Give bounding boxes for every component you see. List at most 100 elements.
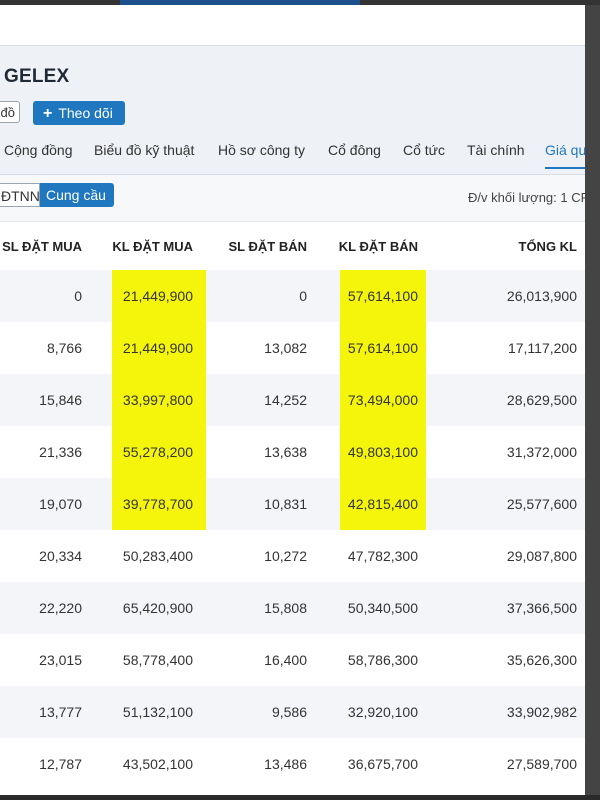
browser-top-bar: [0, 0, 600, 5]
col-header-sell-volume[interactable]: KL ĐẶT BÁN: [314, 222, 428, 270]
cell-sell-orders: 15,808: [206, 582, 314, 634]
tab-shareholders[interactable]: Cổ đông: [328, 142, 381, 158]
browser-tab-strip: [120, 0, 360, 5]
cell-total-volume: 29,087,800: [428, 530, 585, 582]
col-header-buy-orders[interactable]: SL ĐẶT MUA: [0, 222, 86, 270]
cell-buy-volume: 39,778,700: [86, 478, 206, 530]
table-header-row: SL ĐẶT MUA KL ĐẶT MUA SL ĐẶT BÁN KL ĐẶT …: [0, 222, 585, 270]
cell-buy-orders: 15,846: [0, 374, 86, 426]
window-right-edge: [585, 5, 600, 795]
cell-sell-orders: 13,638: [206, 426, 314, 478]
table-row: 20,334 50,283,400 10,272 47,782,300 29,087,8…: [0, 530, 585, 582]
highlighted-value: 73,494,000: [340, 374, 426, 426]
foreign-investor-toggle[interactable]: ĐTNN: [0, 183, 40, 207]
cell-total-volume: 26,013,900: [428, 270, 585, 322]
table-row: 8,766 21,449,900 13,082 57,614,100 17,117,20…: [0, 322, 585, 374]
table-row: 22,220 65,420,900 15,808 50,340,500 37,366,5…: [0, 582, 585, 634]
highlighted-value: 57,614,100: [340, 270, 426, 322]
tab-community[interactable]: Cộng đồng: [4, 142, 73, 158]
cell-buy-volume: 21,449,900: [86, 270, 206, 322]
cell-total-volume: 37,366,500: [428, 582, 585, 634]
table-row: 15,846 33,997,800 14,252 73,494,000 28,629,5…: [0, 374, 585, 426]
cell-buy-volume: 33,997,800: [86, 374, 206, 426]
cell-sell-volume: 32,920,100: [314, 686, 428, 738]
table-body: 0 21,449,900 0 57,614,100 26,013,900 8,766 21,…: [0, 270, 585, 790]
cell-buy-orders: 23,015: [0, 634, 86, 686]
cell-total-volume: 35,626,300: [428, 634, 585, 686]
cell-total-volume: 33,902,982: [428, 686, 585, 738]
cell-buy-orders: 20,334: [0, 530, 86, 582]
col-header-sell-orders[interactable]: SL ĐẶT BÁN: [206, 222, 314, 270]
cell-sell-orders: 13,486: [206, 738, 314, 790]
volume-unit-label: Đ/v khối lượng: 1 CP: [468, 190, 585, 205]
col-header-total-volume[interactable]: TỔNG KL: [428, 222, 585, 270]
cell-buy-volume: 43,502,100: [86, 738, 206, 790]
tab-bar: Cộng đồng Biểu đồ kỹ thuật Hồ sơ công ty…: [0, 140, 585, 175]
table-row: 23,015 58,778,400 16,400 58,786,300 35,626,3…: [0, 634, 585, 686]
cell-sell-volume: 58,786,300: [314, 634, 428, 686]
window-bottom-bar: [0, 795, 600, 800]
cell-buy-orders: 13,777: [0, 686, 86, 738]
cell-sell-volume: 36,675,700: [314, 738, 428, 790]
cell-buy-orders: 8,766: [0, 322, 86, 374]
cell-sell-volume: 57,614,100: [314, 270, 428, 322]
table-row: 12,787 43,502,100 13,486 36,675,700 27,589,7…: [0, 738, 585, 790]
highlighted-value: 49,803,100: [340, 426, 426, 478]
cell-buy-orders: 21,336: [0, 426, 86, 478]
supply-demand-toggle[interactable]: Cung cầu: [40, 183, 114, 207]
highlighted-value: 42,815,400: [340, 478, 426, 530]
cell-buy-volume: 65,420,900: [86, 582, 206, 634]
cell-sell-orders: 14,252: [206, 374, 314, 426]
highlighted-value: 33,997,800: [112, 374, 206, 426]
table-row: 0 21,449,900 0 57,614,100 26,013,900: [0, 270, 585, 322]
cell-sell-volume: 50,340,500: [314, 582, 428, 634]
cell-sell-orders: 9,586: [206, 686, 314, 738]
table-row: 19,070 39,778,700 10,831 42,815,400 25,577,6…: [0, 478, 585, 530]
cell-total-volume: 25,577,600: [428, 478, 585, 530]
tab-price-history[interactable]: Giá quá k: [545, 142, 585, 169]
highlighted-value: 21,449,900: [112, 322, 206, 374]
follow-button-label: Theo dõi: [58, 105, 113, 121]
cell-buy-orders: 22,220: [0, 582, 86, 634]
cell-sell-orders: 10,272: [206, 530, 314, 582]
cell-sell-orders: 0: [206, 270, 314, 322]
stock-panel: GELEX đồ + Theo dõi Cộng đồng Biểu đồ kỹ …: [0, 5, 585, 795]
cell-sell-orders: 16,400: [206, 634, 314, 686]
cell-buy-volume: 50,283,400: [86, 530, 206, 582]
cell-buy-orders: 0: [0, 270, 86, 322]
cell-sell-orders: 13,082: [206, 322, 314, 374]
active-tab-indicator: [545, 167, 585, 169]
table-row: 13,777 51,132,100 9,586 32,920,100 33,902,98…: [0, 686, 585, 738]
cell-sell-volume: 49,803,100: [314, 426, 428, 478]
cell-buy-orders: 19,070: [0, 478, 86, 530]
tab-price-history-label: Giá quá k: [545, 142, 585, 158]
highlighted-value: 57,614,100: [340, 322, 426, 374]
plus-icon: +: [43, 105, 53, 122]
tab-company-profile[interactable]: Hồ sơ công ty: [218, 142, 305, 158]
cell-buy-volume: 58,778,400: [86, 634, 206, 686]
cell-buy-orders: 12,787: [0, 738, 86, 790]
cell-total-volume: 27,589,700: [428, 738, 585, 790]
follow-button[interactable]: + Theo dõi: [33, 101, 125, 125]
stock-header: GELEX đồ + Theo dõi: [0, 45, 585, 141]
highlighted-value: 55,278,200: [112, 426, 206, 478]
cell-total-volume: 31,372,000: [428, 426, 585, 478]
page-title: GELEX: [4, 66, 70, 87]
tab-financials[interactable]: Tài chính: [467, 142, 525, 158]
cell-total-volume: 28,629,500: [428, 374, 585, 426]
tab-dividends[interactable]: Cổ tức: [403, 142, 446, 158]
highlighted-value: 39,778,700: [112, 478, 206, 530]
col-header-buy-volume[interactable]: KL ĐẶT MUA: [86, 222, 206, 270]
tab-technical-chart[interactable]: Biểu đồ kỹ thuật: [94, 142, 195, 158]
cell-buy-volume: 55,278,200: [86, 426, 206, 478]
cell-sell-orders: 10,831: [206, 478, 314, 530]
table-row: 21,336 55,278,200 13,638 49,803,100 31,372,0…: [0, 426, 585, 478]
cell-total-volume: 17,117,200: [428, 322, 585, 374]
cell-sell-volume: 42,815,400: [314, 478, 428, 530]
chart-button[interactable]: đồ: [0, 101, 20, 123]
highlighted-value: 21,449,900: [112, 270, 206, 322]
cell-sell-volume: 57,614,100: [314, 322, 428, 374]
cell-buy-volume: 21,449,900: [86, 322, 206, 374]
cell-sell-volume: 73,494,000: [314, 374, 428, 426]
table-toolbar: ĐTNN Cung cầu Đ/v khối lượng: 1 CP: [0, 175, 585, 222]
